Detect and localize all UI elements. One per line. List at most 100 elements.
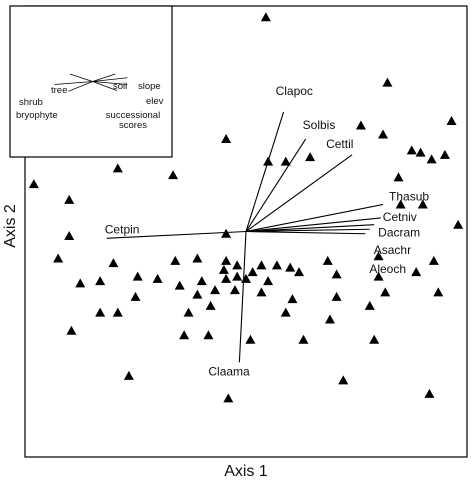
vector-aleoch [245, 230, 366, 235]
sample-point [393, 172, 404, 182]
vector-label-claama: Claama [208, 364, 250, 378]
sample-point [380, 287, 391, 297]
sample-point [218, 264, 229, 274]
sample-point [305, 152, 316, 162]
sample-points [28, 12, 464, 403]
sample-point [369, 334, 380, 344]
inset-panel: tree shrub bryophyte soil slope elev successio… [9, 5, 173, 158]
x-axis-title: Axis 1 [224, 463, 268, 480]
sample-point [411, 267, 422, 277]
sample-point [232, 271, 243, 281]
inset-label-successional-scores: successional scores [106, 110, 160, 131]
sample-point [210, 285, 221, 295]
sample-point [221, 273, 232, 283]
inset-label-bryophyte: bryophyte [16, 110, 58, 121]
sample-point [66, 325, 77, 335]
plot-frame [24, 5, 468, 458]
inset-label-soil: soil [113, 81, 127, 92]
sample-point [179, 330, 190, 340]
sample-point [285, 262, 296, 272]
sample-point [123, 370, 134, 380]
sample-point [263, 156, 274, 166]
inset-label-elev: elev [146, 96, 164, 107]
sample-point [75, 278, 86, 288]
y-axis-title: Axis 2 [2, 204, 19, 248]
inset-vector-successional-scores [92, 81, 118, 91]
sample-point [241, 273, 251, 283]
sample-point [64, 194, 75, 204]
sample-point [395, 199, 406, 209]
vector-cetniv [245, 217, 381, 233]
sample-point [130, 291, 141, 301]
sample-point [108, 258, 119, 268]
vector-label-dacram: Dacram [378, 226, 420, 240]
inset-label-shrub: shrub [19, 97, 43, 108]
sample-point [424, 388, 435, 398]
sample-point [223, 393, 234, 403]
sample-point [152, 273, 163, 283]
sample-point [192, 289, 203, 299]
vector-cetpin [106, 230, 247, 239]
inset-vector-tree [69, 73, 93, 82]
sample-point [196, 276, 207, 286]
species-vector-labels: Clapoc Solbis Cettil Thasub Cetniv Dacram Asac… [105, 84, 430, 378]
species-vectors [106, 111, 384, 363]
sample-point [192, 253, 203, 263]
sample-point [112, 163, 123, 173]
vector-label-cetpin: Cetpin [105, 222, 140, 236]
sample-point [331, 291, 342, 301]
sample-point [331, 269, 342, 279]
sample-point [415, 147, 426, 157]
inset-vector-elev [92, 81, 128, 85]
vector-asachr [245, 228, 370, 233]
sample-point [229, 285, 240, 295]
vector-label-solbis: Solbis [303, 118, 336, 132]
inset-environment-vectors [54, 73, 128, 92]
sample-point [28, 179, 39, 189]
sample-point [64, 231, 75, 241]
sample-point [322, 255, 333, 265]
vector-label-clapoc: Clapoc [276, 84, 313, 98]
sample-point [205, 300, 216, 310]
sample-point [170, 255, 181, 265]
vector-thasub [245, 203, 384, 233]
vector-label-cettil: Cettil [326, 137, 353, 151]
sample-point [168, 170, 179, 180]
sample-point [453, 219, 464, 229]
sample-point [221, 134, 232, 144]
sample-point [378, 129, 389, 139]
sample-point [364, 300, 375, 310]
sample-point [294, 267, 305, 277]
inset-label-slope: slope [138, 81, 161, 92]
vector-label-asachr: Asachr [374, 243, 411, 257]
sample-point [95, 276, 106, 286]
sample-point [53, 253, 64, 263]
sample-point [271, 260, 282, 270]
sample-point [373, 271, 384, 281]
sample-point [256, 260, 267, 270]
sample-point [174, 280, 185, 290]
vector-label-aleoch: Aleoch [369, 262, 406, 276]
sample-point [280, 307, 291, 317]
inset-environment-labels: tree shrub bryophyte soil slope elev successio… [16, 81, 164, 131]
vector-cettil [245, 154, 353, 232]
inset-label-tree: tree [51, 85, 67, 96]
sample-point [446, 116, 457, 126]
sample-point [324, 314, 335, 324]
sample-point [406, 145, 417, 155]
vector-solbis [245, 138, 307, 232]
sample-point [382, 77, 393, 87]
sample-point [203, 330, 214, 340]
sample-point [373, 251, 384, 261]
vector-dacram [245, 224, 375, 233]
sample-point [256, 287, 267, 297]
vector-clapoc [245, 111, 285, 232]
sample-point [112, 307, 123, 317]
inset-vector-soil [92, 73, 116, 82]
vector-claama [238, 231, 247, 363]
vector-label-thasub: Thasub [389, 189, 429, 203]
sample-point [132, 271, 143, 281]
sample-point [433, 287, 444, 297]
sample-point [428, 255, 439, 265]
